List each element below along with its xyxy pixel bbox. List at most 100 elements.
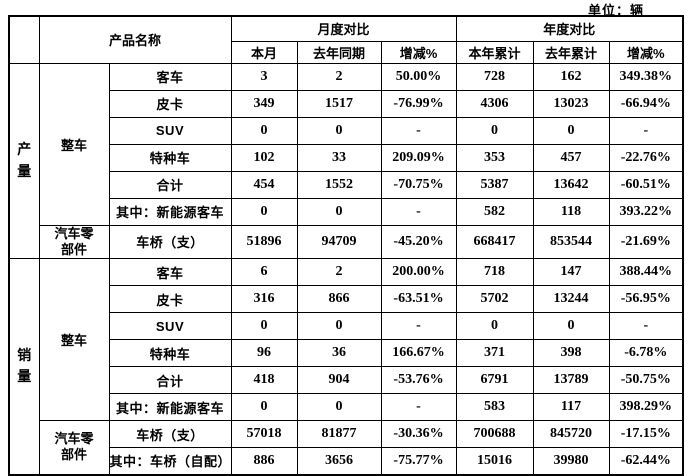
value-cell: 418 [230,366,298,394]
value-cell: 51896 [230,224,298,259]
value-cell: 0 [296,116,382,145]
value-cell: 13244 [532,285,610,313]
row-label: 客车 [108,258,232,286]
value-cell: -50.75% [608,366,684,394]
value-cell: 582 [455,197,534,226]
value-cell: 5387 [455,170,534,199]
value-cell: 371 [455,339,534,367]
value-cell: 668417 [455,224,534,259]
section-label-production: 产量 [8,62,40,259]
corner-cell [8,15,40,64]
header-col-ytd-current: 本年累计 [455,40,534,64]
value-cell: 845720 [532,420,610,448]
value-cell: 583 [455,393,534,421]
value-cell: -66.94% [608,89,684,118]
section-label-sales: 销量 [8,258,40,475]
row-label: 其中：新能源客车 [108,393,232,421]
row-label: 车桥（支） [108,224,232,259]
value-cell: 13023 [532,89,610,118]
header-col-change-yearly: 增减% [608,40,684,64]
value-cell: 13789 [532,366,610,394]
table-row: 特种车 96 36 166.67% 371 398 -6.78% [9,339,684,367]
value-cell: -22.76% [608,143,684,172]
row-label: SUV [108,312,232,340]
table-row: 特种车 102 33 209.09% 353 457 -22.76% [9,143,684,172]
row-label: 皮卡 [108,285,232,313]
value-cell: 81877 [296,420,382,448]
value-cell: 0 [230,312,298,340]
row-label: 特种车 [108,143,232,172]
value-cell: 866 [296,285,382,313]
table-row: 皮卡 316 866 -63.51% 5702 13244 -56.95% [9,285,684,313]
value-cell: 718 [455,258,534,286]
value-cell: -63.51% [380,285,457,313]
value-cell: 700688 [455,420,534,448]
value-cell: 39980 [532,447,610,475]
table-row: 合计 418 904 -53.76% 6791 13789 -50.75% [9,366,684,394]
value-cell: 0 [230,116,298,145]
value-cell: 0 [532,116,610,145]
value-cell: 0 [296,393,382,421]
value-cell: -53.76% [380,366,457,394]
header-product-name: 产品名称 [38,15,232,64]
value-cell: 349.38% [608,62,684,91]
value-cell: 5702 [455,285,534,313]
value-cell: 94709 [296,224,382,259]
value-cell: -17.15% [608,420,684,448]
value-cell: 457 [532,143,610,172]
value-cell: 6791 [455,366,534,394]
value-cell: - [380,116,457,145]
row-label: 其中：新能源客车 [108,197,232,226]
value-cell: 728 [455,62,534,91]
value-cell: 0 [455,116,534,145]
value-cell: 1517 [296,89,382,118]
table-row: 其中：新能源客车 0 0 - 583 117 398.29% [9,393,684,421]
row-label: 合计 [108,170,232,199]
value-cell: 0 [532,312,610,340]
value-cell: 4306 [455,89,534,118]
value-cell: 0 [230,393,298,421]
value-cell: 0 [455,312,534,340]
value-cell: 454 [230,170,298,199]
table-row: 其中：新能源客车 0 0 - 582 118 393.22% [9,197,684,226]
header-yearly-comparison: 年度对比 [455,15,684,42]
header-col-last-year-same-period: 去年同期 [296,40,382,64]
value-cell: -60.51% [608,170,684,199]
value-cell: 904 [296,366,382,394]
group-label-vehicles: 整车 [38,258,110,421]
table-row: 汽车零部件 车桥（支） 51896 94709 -45.20% 668417 8… [9,224,684,259]
header-col-current-month: 本月 [230,40,298,64]
row-label: SUV [108,116,232,145]
value-cell: 50.00% [380,62,457,91]
row-label: 合计 [108,366,232,394]
value-cell: 0 [296,312,382,340]
value-cell: -56.95% [608,285,684,313]
value-cell: -6.78% [608,339,684,367]
value-cell: - [608,312,684,340]
value-cell: 3 [230,62,298,91]
value-cell: 57018 [230,420,298,448]
table-row: 合计 454 1552 -70.75% 5387 13642 -60.51% [9,170,684,199]
value-cell: 36 [296,339,382,367]
value-cell: 349 [230,89,298,118]
value-cell: -21.69% [608,224,684,259]
value-cell: 0 [230,197,298,226]
value-cell: 118 [532,197,610,226]
table-row: SUV 0 0 - 0 0 - [9,116,684,145]
value-cell: 353 [455,143,534,172]
table-row: SUV 0 0 - 0 0 - [9,312,684,340]
value-cell: - [380,312,457,340]
table-row: 皮卡 349 1517 -76.99% 4306 13023 -66.94% [9,89,684,118]
group-label-auto-parts: 汽车零部件 [38,224,110,259]
value-cell: 13642 [532,170,610,199]
value-cell: 2 [296,258,382,286]
value-cell: -45.20% [380,224,457,259]
value-cell: - [380,393,457,421]
header-col-change-monthly: 增减% [380,40,457,64]
value-cell: -70.75% [380,170,457,199]
value-cell: 388.44% [608,258,684,286]
table-row: 销量 整车 客车 6 2 200.00% 718 147 388.44% [8,258,684,475]
value-cell: 2 [296,62,382,91]
value-cell: 398.29% [608,393,684,421]
value-cell: 398 [532,339,610,367]
